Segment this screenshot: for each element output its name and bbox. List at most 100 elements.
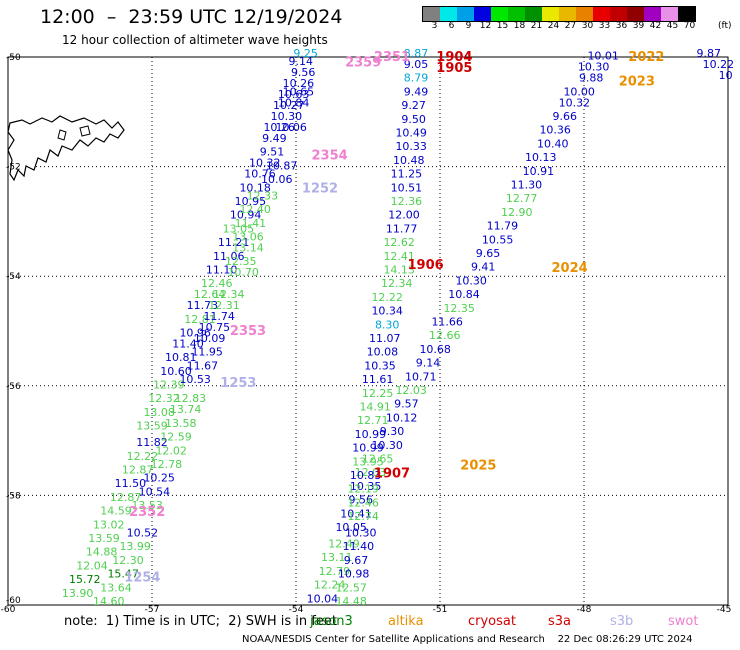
lat-tick-label: -60 [6,596,21,606]
wave-height-value: 12.46 [201,277,233,290]
axis-labels: -60 -57 -54 -51 -48 -45 -50 -52 -54 -56 -58 -60 [1,53,732,615]
wave-height-value: 12.62 [383,236,415,249]
wave-height-value: 11.07 [369,332,401,345]
wave-height-value: 10.75 [199,321,231,334]
wave-height-value: 10.26 [283,77,315,90]
map-subtitle: 12 hour collection of altimeter wave hei… [62,33,328,47]
wave-height-value: 9.14 [416,357,441,370]
legend-swatch [423,7,440,21]
wave-height-value: 12.00 [388,209,420,222]
wave-height-value: 11.67 [187,359,219,372]
pass-time-label: 1905 [436,61,472,76]
legend-swatch [627,7,644,21]
wave-height-value: 12.87 [122,463,154,476]
wave-height-value: 14.48 [335,595,367,608]
pass-time-label: 2351 [374,50,410,65]
pass-time-label: 1252 [302,182,338,197]
wave-height-value: 12.03 [355,466,387,479]
map-frame [7,56,729,606]
lon-tick-label: -48 [577,605,592,615]
wave-height-value: 10.35 [364,359,396,372]
wave-height-value: 10.95 [235,195,267,208]
wave-height-value: 10.99 [355,428,387,441]
wave-height-value: 10.04 [307,592,339,605]
wave-height-value: 12.78 [151,458,183,471]
legend-swatch [542,7,559,21]
wave-height-value: 10.30 [271,110,303,123]
wave-height-value: 10.06 [261,173,293,186]
legend-label: 12 [479,21,492,31]
legend-label: 45 [666,21,679,31]
satellite-name: s3a [548,614,572,629]
pass-time-label: 2024 [552,261,588,276]
wave-height-value: 10.18 [239,181,271,194]
pass-time-label: 1253 [220,376,256,391]
falkland-islands-land [7,115,125,182]
wave-height-value: 11.61 [362,373,394,386]
wave-height-value: 12.46 [347,496,379,509]
pass-time-label: 1904 [436,50,472,65]
pass-time-label: 2022 [628,50,664,65]
wave-height-value: 9.65 [476,247,501,260]
wave-height-value: 13.14 [232,242,264,255]
wave-height-value: 12.87 [110,491,142,504]
legend-swatch [559,7,576,21]
wave-height-value: 12.90 [501,206,533,219]
wave-height-value: 11.41 [235,217,267,230]
wave-height-value: 10.30 [371,439,403,452]
wave-height-value: 13.05 [223,222,255,235]
legend-label: 21 [530,21,543,31]
wave-height-value: 12.34 [381,277,413,290]
wave-height-value: 10.01 [587,50,619,63]
lat-lon-grid [8,57,728,605]
pass-time-label: 2352 [129,505,165,520]
wave-height-value: 9.49 [404,85,429,98]
wave-height-value: 10.63 [278,88,310,101]
pass-time-label: 1907 [374,466,410,481]
legend-swatch [610,7,627,21]
wave-height-value: 9.27 [401,99,426,112]
pass-time-label: 2359 [345,55,381,70]
wave-height-value: 10.54 [139,485,171,498]
satellite-name: s3b [610,614,634,629]
wave-height-value: 11.30 [511,179,543,192]
wave-height-value: 8.30 [375,318,400,331]
wave-height-value: 14.59 [100,505,132,518]
wave-height-values: 9.8710.221010.0110.309.8810.0010.329.661… [62,47,734,608]
legend-label: 27 [564,21,577,31]
wave-height-value: 11.73 [187,299,219,312]
wave-height-value: 9.56 [291,66,316,79]
wave-height-value: 12.24 [314,579,346,592]
wave-height-value: 10.25 [143,472,175,485]
wave-height-value: 10.30 [455,274,487,287]
wave-height-value: 12.81 [184,313,216,326]
wave-height-value: 12.36 [391,195,423,208]
wave-height-value: 13.06 [232,231,264,244]
satellite-name: jason3 [310,614,353,629]
pass-time-label: 2025 [460,458,496,473]
wave-height-value: 12.71 [357,414,389,427]
lon-tick-label: -45 [717,605,732,615]
wave-height-value: 9.05 [404,58,429,71]
wave-height-value: 13.99 [119,540,151,553]
legend-swatch [457,7,474,21]
wave-height-value: 14.91 [359,400,391,413]
wave-height-value: 10.41 [340,507,372,520]
wave-height-value: 10.30 [345,527,377,540]
wave-height-value: 10.32 [249,157,281,170]
legend-label: 70 [683,21,696,31]
wave-height-value: 10.71 [405,370,437,383]
wave-height-value: 15.72 [69,573,101,586]
wave-height-value: 12.03 [395,384,427,397]
wave-height-value: 12.66 [429,329,461,342]
legend-swatch [474,7,491,21]
wave-height-value: 13.59 [88,532,120,545]
wave-height-value: 11.74 [203,310,235,323]
wave-height-value: 12.79 [319,565,351,578]
color-legend [422,6,696,22]
wave-height-value: 9.88 [579,72,604,85]
wave-height-value: 10.52 [127,527,159,540]
wave-height-value: 11.82 [136,436,168,449]
wave-height-value: 10.49 [395,126,427,139]
wave-height-value: 10.96 [179,326,211,339]
